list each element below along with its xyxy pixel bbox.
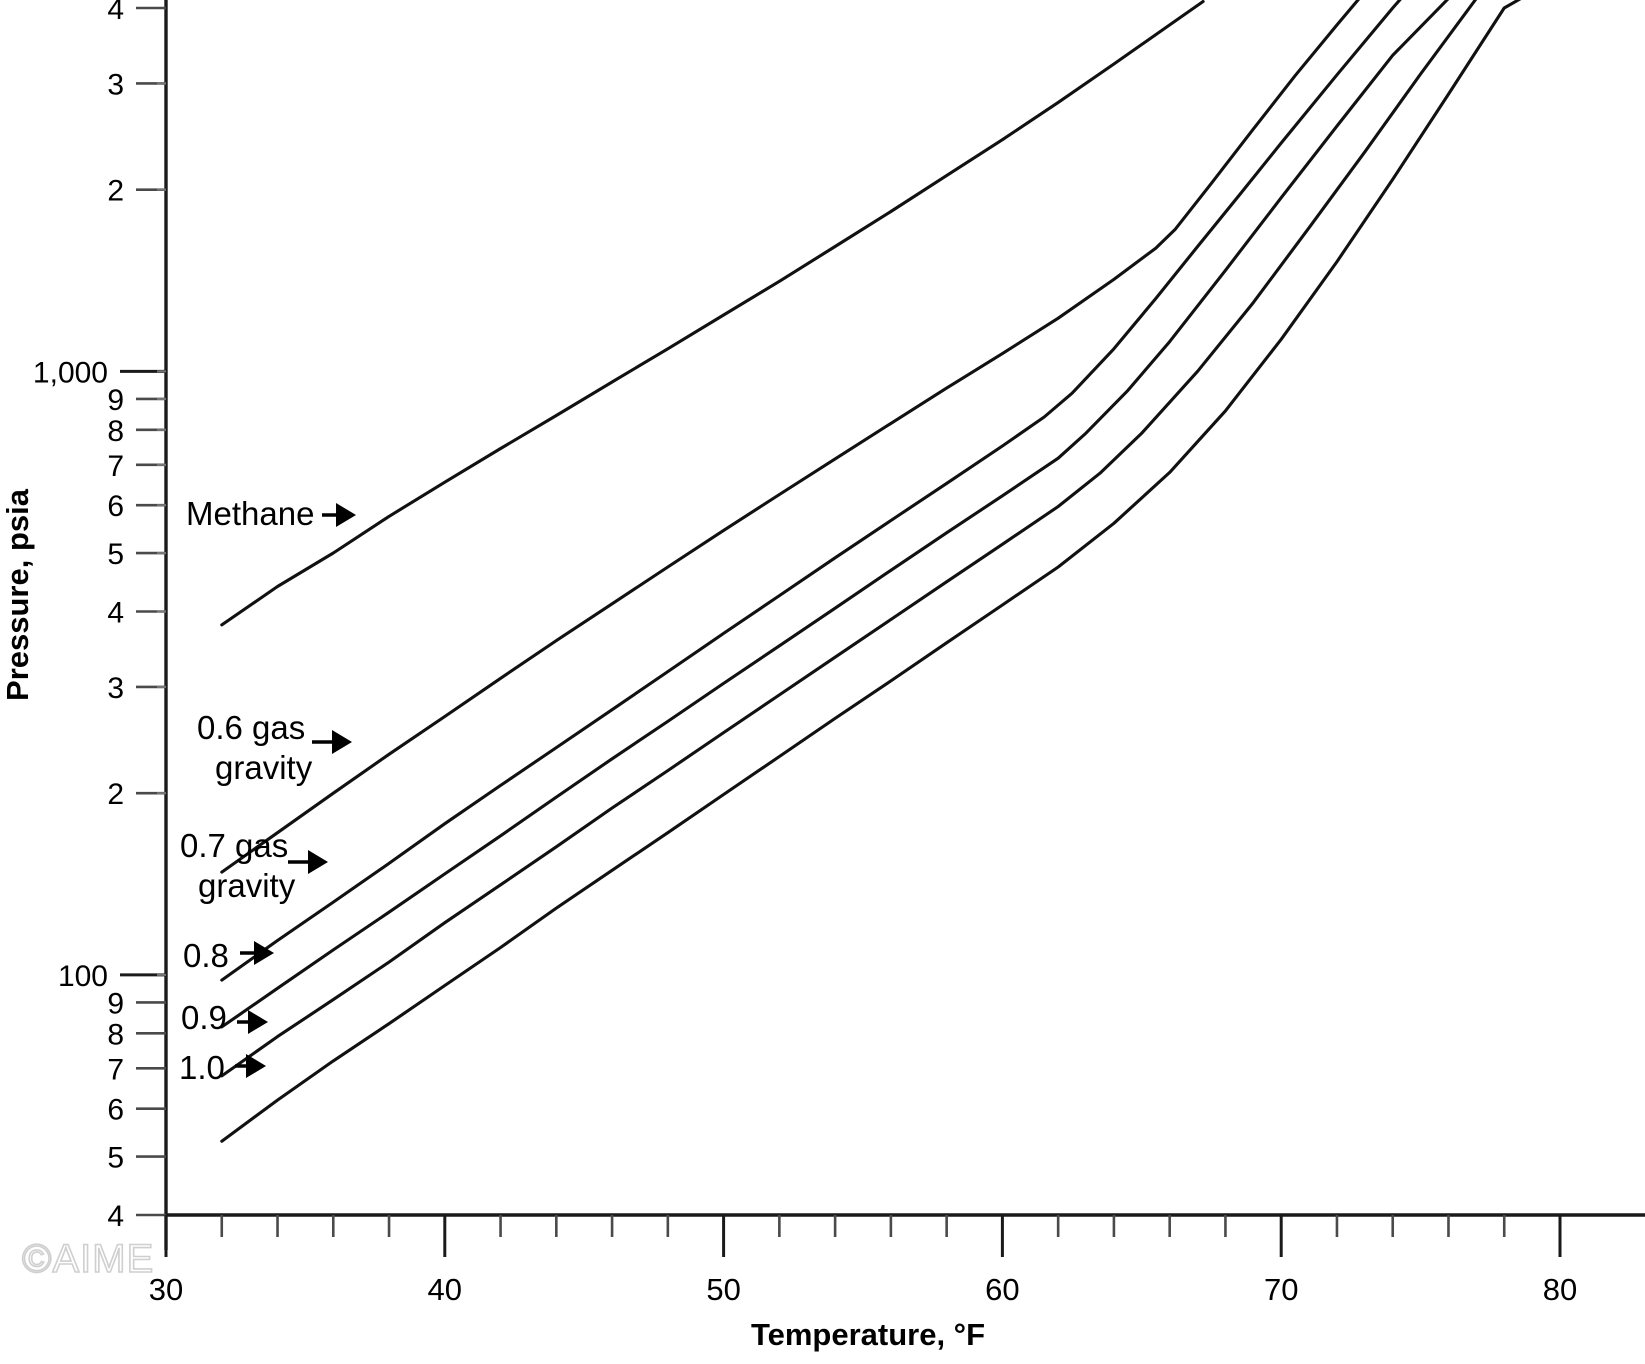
x-tick-label-60: 60 (985, 1272, 1019, 1307)
y-tick-label-300: 3 (107, 672, 124, 705)
curve-0-8-gas-gravity (220, 0, 1450, 1029)
y-tick-label-4000: 4 (107, 0, 124, 26)
annotation-gravity-08: 0.8 (183, 937, 274, 974)
annotation-label-gravity-08-line0: 0.8 (183, 937, 229, 974)
y-tick-label-3000: 3 (107, 68, 124, 101)
y-tick-label-800: 8 (107, 415, 124, 448)
annotation-label-gravity-10-line0: 1.0 (179, 1049, 225, 1086)
curve-0-7-gas-gravity (220, 0, 1402, 982)
annotation-label-gravity-06-line0: 0.6 gas (197, 709, 305, 746)
annotation-arrowhead-gravity-07 (308, 850, 328, 874)
y-tick-label-90: 9 (107, 987, 124, 1020)
y-tick-label-80: 8 (107, 1018, 124, 1051)
chart-curves (220, 0, 1522, 1143)
annotation-arrowhead-methane (336, 503, 356, 527)
annotation-arrowhead-gravity-06 (332, 730, 352, 754)
annotation-arrowhead-gravity-08 (254, 941, 274, 965)
annotation-methane: Methane (186, 495, 356, 532)
y-tick-label-2000: 2 (107, 175, 124, 208)
y-tick-label-600: 6 (107, 490, 124, 523)
y-tick-label-900: 9 (107, 384, 124, 417)
x-tick-label-30: 30 (149, 1272, 183, 1307)
curve-0-6-gas-gravity (220, 0, 1360, 874)
y-tick-label-100: 100 (58, 960, 108, 993)
x-tick-label-70: 70 (1264, 1272, 1298, 1307)
y-tick-label-40: 4 (107, 1200, 124, 1233)
y-tick-label-400: 4 (107, 597, 124, 630)
y-axis-title: Pressure, psia (0, 488, 35, 701)
x-tick-label-50: 50 (706, 1272, 740, 1307)
y-tick-label-50: 5 (107, 1142, 124, 1175)
annotation-label-gravity-09-line0: 0.9 (181, 999, 227, 1036)
annotation-label-gravity-06-line1: gravity (215, 749, 313, 786)
x-tick-label-80: 80 (1543, 1272, 1577, 1307)
y-tick-label-70: 7 (107, 1053, 124, 1086)
curve-methane (220, 0, 1205, 627)
y-tick-label-500: 5 (107, 538, 124, 571)
annotation-arrowhead-gravity-09 (248, 1010, 268, 1034)
y-tick-label-200: 2 (107, 778, 124, 811)
x-axis-title: Temperature, °F (751, 1317, 985, 1352)
annotation-gravity-09: 0.9 (181, 999, 268, 1036)
y-tick-label-60: 6 (107, 1094, 124, 1127)
y-tick-label-1000: 1,000 (33, 356, 108, 389)
curve-1-0-gas-gravity (220, 0, 1522, 1143)
annotation-label-gravity-07-line1: gravity (198, 867, 296, 904)
x-tick-label-40: 40 (428, 1272, 462, 1307)
annotation-label-gravity-07-line0: 0.7 gas (180, 827, 288, 864)
annotation-arrowhead-gravity-10 (246, 1054, 266, 1078)
aime-watermark: ©AIME (22, 1237, 154, 1281)
annotation-gravity-10: 1.0 (179, 1049, 266, 1086)
x-axis-ticks: 30 40 50 60 70 80 (149, 1215, 1577, 1307)
y-tick-label-700: 7 (107, 450, 124, 483)
annotation-label-methane-line0: Methane (186, 495, 314, 532)
curve-0-9-gas-gravity (220, 0, 1478, 1078)
